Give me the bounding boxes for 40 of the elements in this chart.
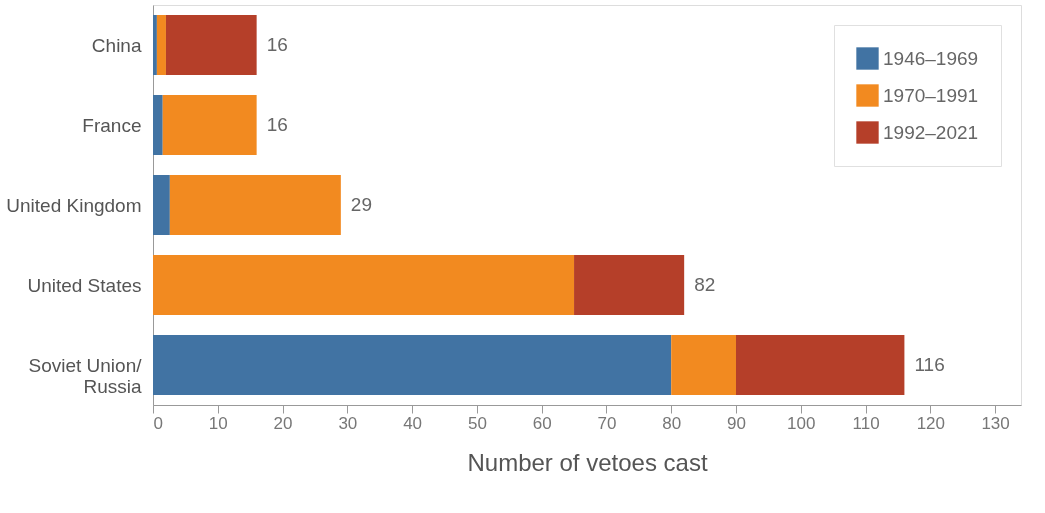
x-tick-label: 30 [338,413,358,433]
bar [574,255,685,315]
y-tick-label: United Kingdom [6,194,142,216]
x-tick-label: 10 [208,413,228,433]
bar [153,15,157,75]
bar [735,335,905,395]
total-label: 16 [266,114,288,135]
x-tick-label: 20 [273,413,293,433]
y-tick-label: China [91,34,142,56]
x-tick-label: 130 [981,413,1010,433]
bar [162,95,257,155]
y-tick-label: United States [27,274,142,296]
x-tick-label: 70 [597,413,617,433]
x-tick-label: 90 [727,413,746,433]
bar [169,175,341,235]
x-tick-label: 60 [532,413,552,433]
x-tick-label: 40 [403,413,423,433]
y-tick-label: France [82,114,142,136]
x-tick-label: 110 [852,413,880,433]
legend-label: 1946–1969 [883,47,979,69]
bar [153,255,575,315]
total-label: 29 [350,194,372,215]
bar [165,15,257,75]
x-tick-label: 100 [787,413,816,433]
x-tick-label: 80 [662,413,682,433]
bar [671,335,736,395]
x-axis-title: Number of vetoes cast [467,448,708,476]
x-tick-label: 50 [467,413,487,433]
legend-label: 1970–1991 [883,84,979,106]
bar [156,15,166,75]
bar [153,175,170,235]
y-tick-label: Soviet Union/Russia [28,354,143,397]
x-tick-label: 120 [916,413,945,433]
legend-label: 1992–2021 [883,121,979,143]
bar [153,335,672,395]
bar [153,95,163,155]
total-label: 116 [914,354,945,375]
x-tick-label: 0 [153,413,163,433]
total-label: 82 [694,274,716,295]
total-label: 16 [266,34,288,55]
